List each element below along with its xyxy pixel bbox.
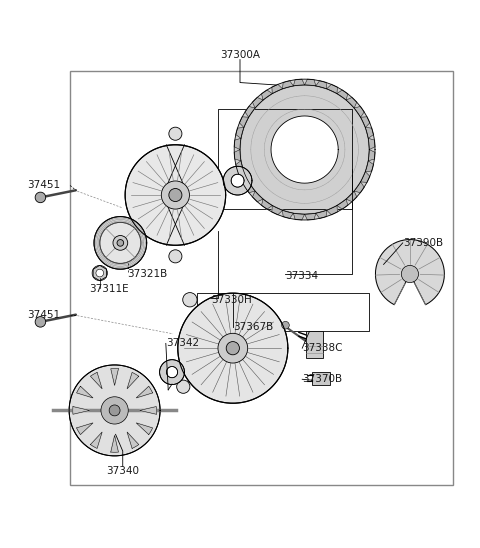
Polygon shape bbox=[127, 432, 139, 448]
Bar bbox=[306, 332, 323, 358]
Polygon shape bbox=[111, 369, 119, 385]
Polygon shape bbox=[234, 138, 241, 150]
Circle shape bbox=[167, 367, 178, 378]
Polygon shape bbox=[283, 210, 293, 218]
Circle shape bbox=[159, 359, 184, 385]
Polygon shape bbox=[90, 432, 102, 448]
Polygon shape bbox=[252, 191, 263, 202]
Polygon shape bbox=[316, 81, 327, 89]
Text: 37334: 37334 bbox=[286, 271, 319, 281]
Circle shape bbox=[271, 116, 338, 183]
Polygon shape bbox=[73, 407, 90, 414]
Circle shape bbox=[117, 239, 124, 246]
Polygon shape bbox=[245, 182, 255, 193]
Polygon shape bbox=[163, 145, 188, 195]
Text: 37370B: 37370B bbox=[302, 374, 342, 384]
Polygon shape bbox=[236, 128, 244, 138]
Polygon shape bbox=[77, 423, 93, 435]
Polygon shape bbox=[90, 373, 102, 389]
Polygon shape bbox=[111, 436, 119, 452]
Polygon shape bbox=[127, 373, 139, 389]
Polygon shape bbox=[375, 239, 444, 305]
Polygon shape bbox=[337, 199, 348, 209]
Polygon shape bbox=[245, 106, 255, 117]
Polygon shape bbox=[360, 117, 370, 128]
Circle shape bbox=[101, 397, 128, 424]
Polygon shape bbox=[283, 81, 293, 89]
Text: 37311E: 37311E bbox=[89, 284, 129, 294]
Circle shape bbox=[94, 216, 147, 269]
Polygon shape bbox=[368, 138, 375, 150]
Polygon shape bbox=[272, 84, 283, 94]
Circle shape bbox=[169, 189, 182, 202]
Polygon shape bbox=[346, 98, 357, 108]
Circle shape bbox=[35, 317, 46, 327]
Circle shape bbox=[92, 265, 108, 281]
Polygon shape bbox=[240, 117, 249, 128]
Polygon shape bbox=[77, 386, 93, 398]
Circle shape bbox=[125, 145, 226, 246]
Polygon shape bbox=[293, 79, 305, 86]
Bar bbox=[70, 71, 453, 484]
Polygon shape bbox=[262, 199, 272, 209]
Polygon shape bbox=[163, 195, 188, 246]
Circle shape bbox=[223, 166, 252, 195]
Circle shape bbox=[401, 265, 419, 283]
Polygon shape bbox=[327, 84, 337, 94]
Circle shape bbox=[35, 192, 46, 203]
Circle shape bbox=[178, 293, 288, 403]
Text: 37330H: 37330H bbox=[211, 295, 252, 305]
Circle shape bbox=[169, 250, 182, 263]
Polygon shape bbox=[346, 191, 357, 202]
Circle shape bbox=[100, 222, 141, 264]
Circle shape bbox=[218, 333, 248, 363]
Polygon shape bbox=[272, 206, 283, 215]
Circle shape bbox=[282, 321, 289, 329]
Text: 37340: 37340 bbox=[106, 466, 139, 476]
Polygon shape bbox=[354, 106, 364, 117]
Text: 37338C: 37338C bbox=[302, 343, 343, 353]
Polygon shape bbox=[136, 386, 153, 398]
Polygon shape bbox=[368, 150, 375, 161]
Polygon shape bbox=[305, 213, 316, 220]
Polygon shape bbox=[234, 150, 241, 161]
Polygon shape bbox=[293, 213, 305, 220]
Circle shape bbox=[96, 269, 104, 277]
Bar bbox=[312, 372, 330, 385]
Circle shape bbox=[113, 236, 128, 250]
Circle shape bbox=[231, 174, 244, 187]
Circle shape bbox=[183, 293, 197, 307]
Text: 37367B: 37367B bbox=[233, 322, 273, 332]
Circle shape bbox=[161, 181, 190, 209]
Polygon shape bbox=[140, 407, 156, 414]
Polygon shape bbox=[305, 79, 316, 86]
Polygon shape bbox=[136, 423, 153, 435]
Text: 37451: 37451 bbox=[27, 180, 60, 191]
Polygon shape bbox=[240, 172, 249, 182]
Polygon shape bbox=[365, 128, 373, 138]
Text: 37300A: 37300A bbox=[220, 50, 260, 60]
Text: 37321B: 37321B bbox=[128, 269, 168, 279]
Polygon shape bbox=[252, 98, 263, 108]
Polygon shape bbox=[365, 161, 373, 172]
Circle shape bbox=[234, 79, 375, 220]
Text: 37451: 37451 bbox=[27, 310, 60, 319]
Circle shape bbox=[226, 341, 240, 355]
Polygon shape bbox=[236, 161, 244, 172]
Polygon shape bbox=[360, 172, 370, 182]
Text: 37390B: 37390B bbox=[403, 238, 443, 248]
Polygon shape bbox=[354, 182, 364, 193]
Circle shape bbox=[177, 380, 190, 393]
Polygon shape bbox=[316, 210, 327, 218]
Polygon shape bbox=[327, 206, 337, 215]
Circle shape bbox=[109, 405, 120, 416]
Polygon shape bbox=[262, 90, 272, 100]
Polygon shape bbox=[337, 90, 348, 100]
Circle shape bbox=[69, 365, 160, 456]
Text: 37342: 37342 bbox=[166, 339, 199, 349]
Circle shape bbox=[169, 127, 182, 140]
